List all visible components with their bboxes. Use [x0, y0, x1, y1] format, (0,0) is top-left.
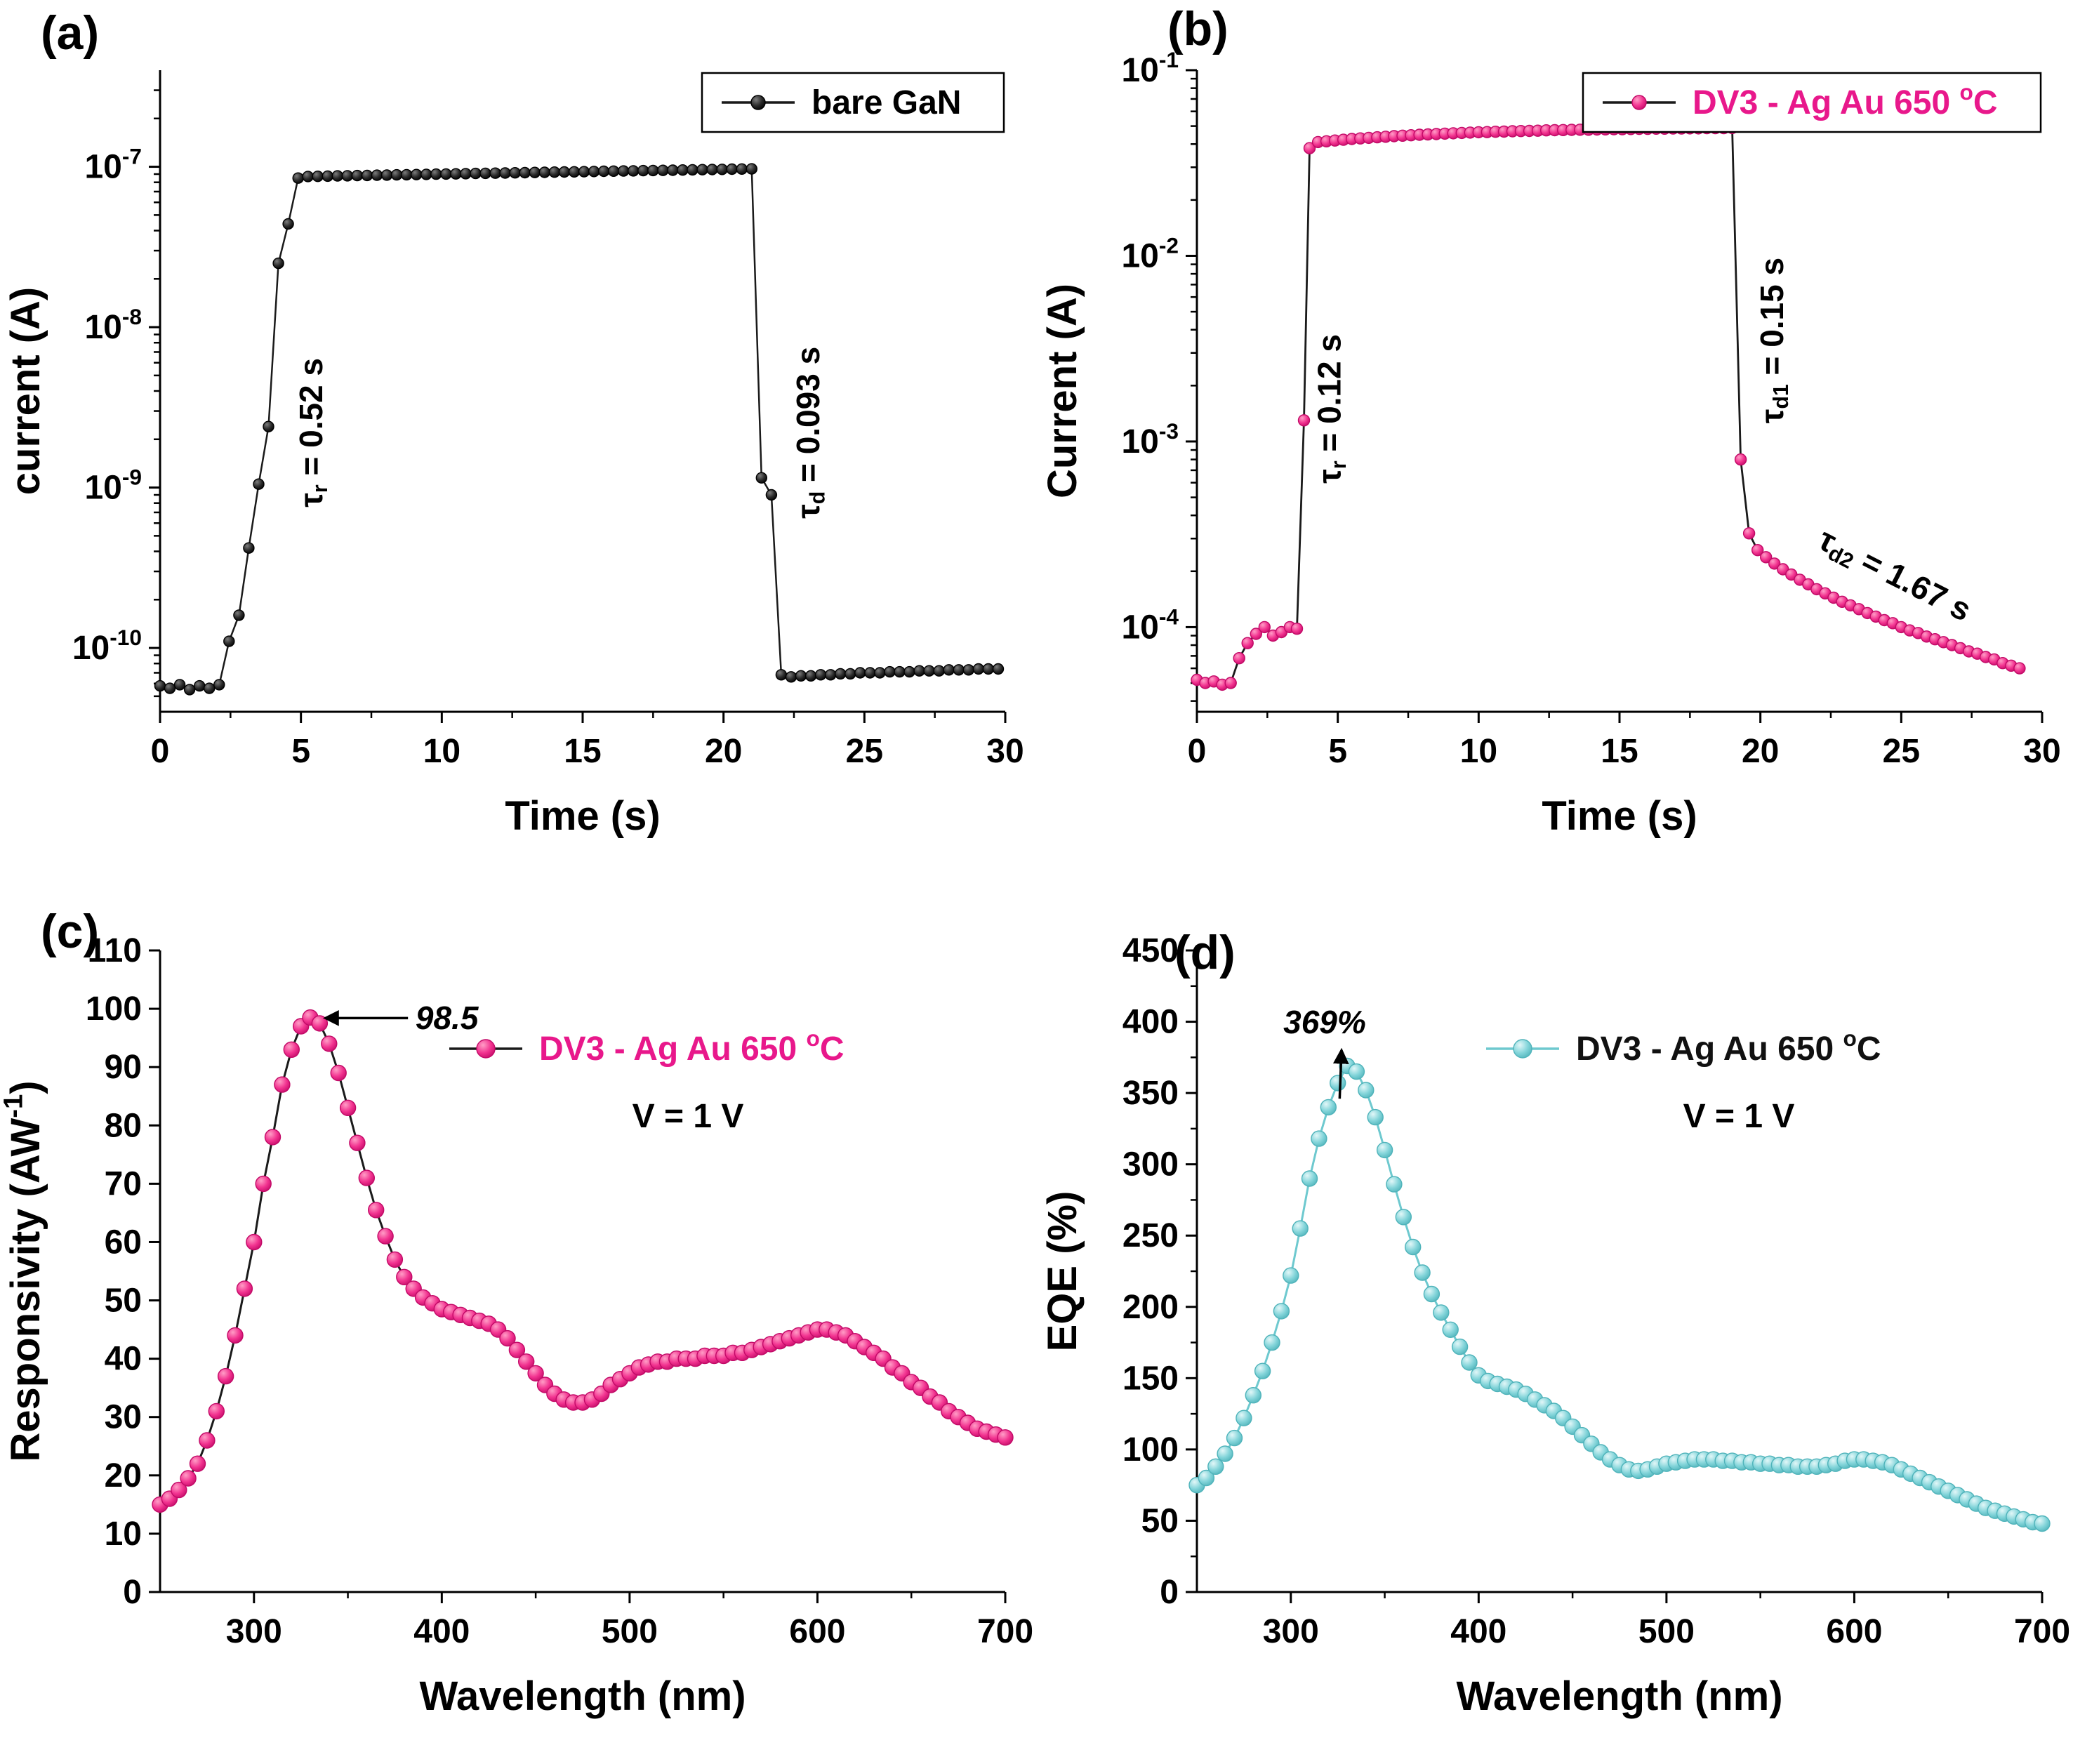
svg-text:Time (s): Time (s): [505, 793, 660, 839]
chart-canvas: 300 400 500 600 700 0 10 20 30 40 50 60 70 80 90 100 110…: [0, 932, 1033, 1719]
svg-text:450: 450: [1122, 932, 1179, 969]
svg-text:150: 150: [1122, 1360, 1179, 1397]
panel-b-time-response-dv3: (b) 0 5 10 15 20 25 30 10-1 10-2 10-3 10-4 Time (s)…: [1037, 0, 2073, 880]
svg-text:10-2: 10-2: [1121, 232, 1179, 274]
svg-text:Current (A): Current (A): [1040, 284, 1085, 498]
panel-label-a: (a): [41, 6, 100, 60]
svg-text:τd1 = 0.15 s: τd1 = 0.15 s: [1754, 258, 1793, 423]
svg-text:300: 300: [1263, 1613, 1319, 1650]
svg-text:DV3 - Ag Au 650 oC: DV3 - Ag Au 650 oC: [539, 1026, 845, 1068]
svg-text:20: 20: [105, 1457, 142, 1494]
panel-d-eqe: (d) 300 400 500 600 700 0 50 100 150 200 250 300 350…: [1037, 880, 2073, 1760]
svg-text:60: 60: [105, 1223, 142, 1261]
svg-text:Time (s): Time (s): [1542, 793, 1697, 839]
svg-text:Wavelength (nm): Wavelength (nm): [419, 1673, 746, 1719]
svg-text:0: 0: [123, 1574, 142, 1611]
svg-text:400: 400: [1122, 1004, 1179, 1041]
svg-text:τr = 0.12 s: τr = 0.12 s: [1311, 334, 1351, 484]
svg-text:400: 400: [413, 1613, 470, 1650]
svg-text:10: 10: [423, 733, 461, 770]
panel-label-b: (b): [1167, 2, 1228, 55]
svg-text:300: 300: [226, 1613, 282, 1650]
svg-text:0: 0: [151, 733, 170, 770]
svg-text:700: 700: [977, 1613, 1033, 1650]
svg-text:200: 200: [1122, 1289, 1179, 1326]
svg-text:10-1: 10-1: [1121, 47, 1179, 89]
panel-a-time-response-bare-gan: (a) 0 5 10 15 20 25 30 10-7 10-8 10-9 10-10 Time (s…: [0, 0, 1036, 880]
svg-text:15: 15: [1601, 733, 1638, 770]
svg-text:40: 40: [105, 1341, 142, 1378]
svg-text:5: 5: [1328, 733, 1347, 770]
svg-text:10-3: 10-3: [1121, 418, 1179, 460]
svg-text:30: 30: [2023, 733, 2060, 770]
chart-canvas: 0 5 10 15 20 25 30 10-7 10-8 10-9 10-10 Time (s) cur…: [3, 70, 1024, 839]
svg-text:50: 50: [1141, 1502, 1179, 1539]
svg-text:V = 1 V: V = 1 V: [633, 1098, 744, 1135]
svg-text:100: 100: [1122, 1431, 1179, 1468]
svg-text:110: 110: [88, 932, 142, 969]
svg-text:400: 400: [1450, 1613, 1506, 1650]
svg-text:350: 350: [1122, 1075, 1179, 1112]
svg-text:20: 20: [1742, 733, 1779, 770]
svg-text:DV3 - Ag Au 650 oC: DV3 - Ag Au 650 oC: [1576, 1026, 1881, 1068]
svg-text:10-8: 10-8: [84, 304, 142, 346]
svg-text:70: 70: [105, 1165, 142, 1202]
svg-text:700: 700: [2014, 1613, 2070, 1650]
svg-text:20: 20: [705, 733, 742, 770]
svg-text:5: 5: [291, 733, 310, 770]
svg-text:98.5: 98.5: [416, 1000, 479, 1036]
svg-text:30: 30: [105, 1399, 142, 1436]
svg-text:0: 0: [1160, 1574, 1179, 1611]
svg-text:10-7: 10-7: [84, 143, 142, 185]
svg-text:10-10: 10-10: [72, 625, 142, 667]
svg-text:300: 300: [1122, 1146, 1179, 1183]
chart-canvas: 300 400 500 600 700 0 50 100 150 200 250 300 350 400 4…: [1040, 932, 2070, 1719]
svg-text:DV3 - Ag Au 650 oC: DV3 - Ag Au 650 oC: [1693, 79, 1998, 121]
svg-text:50: 50: [105, 1282, 142, 1320]
svg-text:10-9: 10-9: [84, 464, 142, 506]
svg-text:500: 500: [602, 1613, 658, 1650]
svg-text:250: 250: [1122, 1217, 1179, 1254]
svg-text:25: 25: [1883, 733, 1920, 770]
svg-text:100: 100: [86, 990, 142, 1028]
panel-label-d: (d): [1174, 926, 1236, 979]
svg-text:25: 25: [846, 733, 883, 770]
panel-c-responsivity: (c) 300 400 500 600 700 0 10 20 30 40 50 60 70 80 90 10…: [0, 880, 1036, 1760]
chart-a-time-response: 0 5 10 15 20 25 30 10-7 10-8 10-9 10-10 Time (s) cur…: [0, 0, 1036, 880]
svg-text:bare GaN: bare GaN: [812, 84, 961, 121]
svg-text:0: 0: [1188, 733, 1207, 770]
svg-text:τd2 = 1.67 s: τd2 = 1.67 s: [1811, 520, 1977, 630]
svg-text:V = 1 V: V = 1 V: [1683, 1098, 1795, 1135]
svg-text:τr = 0.52 s: τr = 0.52 s: [293, 358, 332, 508]
chart-canvas: 0 5 10 15 20 25 30 10-1 10-2 10-3 10-4 Time (s) Curr…: [1040, 47, 2061, 839]
panel-label-c: (c): [41, 905, 100, 958]
svg-text:Wavelength (nm): Wavelength (nm): [1456, 1673, 1782, 1719]
svg-text:500: 500: [1638, 1613, 1695, 1650]
svg-text:EQE (%): EQE (%): [1040, 1191, 1085, 1352]
svg-text:90: 90: [105, 1049, 142, 1086]
svg-text:current (A): current (A): [3, 287, 48, 495]
svg-text:15: 15: [564, 733, 601, 770]
svg-text:30: 30: [986, 733, 1024, 770]
chart-d-eqe: 300 400 500 600 700 0 50 100 150 200 250 300 350 400 4…: [1037, 880, 2073, 1760]
svg-text:80: 80: [105, 1107, 142, 1144]
svg-text:369%: 369%: [1283, 1004, 1366, 1040]
svg-text:10: 10: [105, 1516, 142, 1553]
svg-text:Responsivity (AW-1): Responsivity (AW-1): [0, 1080, 48, 1461]
svg-text:10: 10: [1460, 733, 1497, 770]
svg-text:10-4: 10-4: [1121, 604, 1179, 646]
svg-text:τd = 0.093 s: τd = 0.093 s: [790, 347, 829, 519]
chart-b-time-response: 0 5 10 15 20 25 30 10-1 10-2 10-3 10-4 Time (s) Curr…: [1037, 0, 2073, 880]
svg-text:600: 600: [1826, 1613, 1882, 1650]
chart-c-responsivity: 300 400 500 600 700 0 10 20 30 40 50 60 70 80 90 100 110…: [0, 880, 1036, 1760]
svg-text:600: 600: [789, 1613, 845, 1650]
